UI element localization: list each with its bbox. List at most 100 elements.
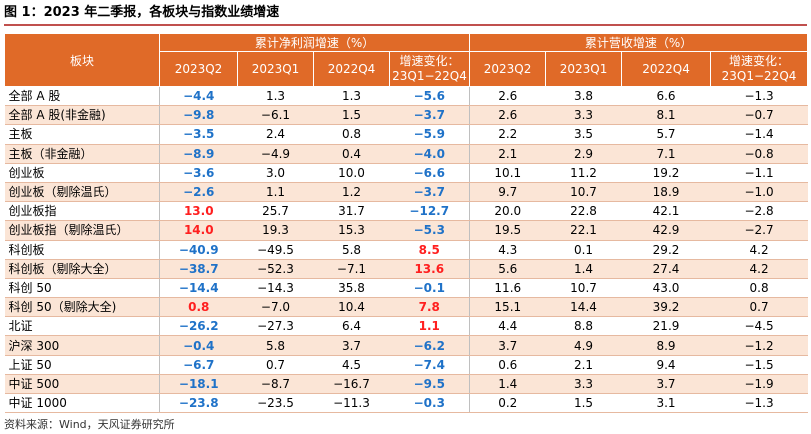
- revenue-cell: 8.8: [545, 316, 622, 337]
- revenue-cell: 29.2: [621, 240, 711, 260]
- header-revenue-2023q1: 2023Q1: [545, 51, 623, 87]
- sector-name: 主板（非金融）: [4, 144, 160, 164]
- table-row: 科创 50 −14.4 −14.3 35.8 −0.1 11.6 10.7 43.0 0.8: [4, 278, 808, 299]
- revenue-cell: −2.8: [710, 201, 808, 222]
- profit-cell: −12.7: [389, 201, 471, 222]
- profit-cell: −18.1: [159, 374, 238, 395]
- profit-cell: −4.4: [159, 86, 238, 107]
- table-row: 中证 500 −18.1 −8.7 −16.7 −9.5 1.4 3.3 3.7 −1.9: [4, 374, 808, 395]
- sector-name: 创业板（剔除温氏）: [4, 182, 160, 203]
- profit-cell: −52.3: [237, 259, 314, 279]
- profit-cell: 35.8: [313, 278, 390, 299]
- revenue-cell: 1.4: [545, 259, 622, 279]
- profit-cell: −5.3: [389, 220, 471, 241]
- profit-cell: 3.7: [313, 335, 390, 356]
- revenue-cell: −0.7: [710, 105, 808, 126]
- revenue-cell: 1.5: [545, 393, 622, 414]
- profit-cell: 5.8: [237, 335, 314, 356]
- profit-cell: −14.4: [159, 278, 238, 299]
- profit-cell: −8.7: [237, 374, 314, 395]
- header-change-label: 增速变化：: [729, 54, 790, 68]
- header-revenue-2022q4: 2022Q4: [621, 51, 712, 87]
- profit-cell: −23.8: [159, 393, 238, 414]
- revenue-cell: 9.7: [469, 182, 546, 203]
- profit-cell: −6.2: [389, 335, 471, 356]
- revenue-cell: 15.1: [469, 297, 546, 318]
- revenue-cell: 22.8: [545, 201, 622, 222]
- header-sector: 板块: [4, 33, 160, 87]
- revenue-cell: 2.9: [545, 144, 622, 164]
- table-row: 全部 A 股(非金融) −9.8 −6.1 1.5 −3.7 2.6 3.3 8.1 −0.7: [4, 105, 808, 126]
- profit-cell: −6.7: [159, 355, 238, 375]
- revenue-cell: 3.3: [545, 374, 622, 395]
- profit-cell: −8.9: [159, 144, 238, 164]
- profit-cell: −49.5: [237, 240, 314, 260]
- sector-name: 主板: [4, 124, 160, 145]
- profit-cell: 15.3: [313, 220, 390, 241]
- header-revenue-change: 增速变化： 23Q1−22Q4: [710, 51, 809, 87]
- revenue-cell: 1.4: [469, 374, 546, 395]
- revenue-cell: 9.4: [621, 355, 711, 375]
- revenue-cell: 20.0: [469, 201, 546, 222]
- header-profit-2023q1: 2023Q1: [237, 51, 314, 87]
- sector-name: 北证: [4, 316, 160, 337]
- sector-name: 中证 1000: [4, 393, 160, 414]
- profit-cell: −38.7: [159, 259, 238, 279]
- revenue-cell: 8.9: [621, 335, 711, 356]
- table-row: 创业板（剔除温氏） −2.6 1.1 1.2 −3.7 9.7 10.7 18.9 −1.0: [4, 182, 808, 203]
- profit-cell: 1.5: [313, 105, 390, 126]
- sector-name: 沪深 300: [4, 335, 160, 356]
- revenue-cell: 2.1: [545, 355, 622, 375]
- revenue-cell: 19.5: [469, 220, 546, 241]
- table-row: 沪深 300 −0.4 5.8 3.7 −6.2 3.7 4.9 8.9 −1.2: [4, 335, 808, 356]
- revenue-cell: −1.0: [710, 182, 808, 203]
- profit-cell: −5.6: [389, 86, 471, 107]
- header-revenue-group: 累计营收增速（%）: [469, 33, 809, 52]
- table-row: 科创 50（剔除大全) 0.8 −7.0 10.4 7.8 15.1 14.4 39.2 0.7: [4, 297, 808, 318]
- revenue-cell: 0.2: [469, 393, 546, 414]
- profit-cell: −3.5: [159, 124, 238, 145]
- revenue-cell: 4.2: [710, 259, 808, 279]
- profit-cell: 7.8: [389, 297, 471, 318]
- table-row: 中证 1000 −23.8 −23.5 −11.3 −0.3 0.2 1.5 3.1 −1.3: [4, 393, 808, 414]
- table-row: 主板（非金融） −8.9 −4.9 0.4 −4.0 2.1 2.9 7.1 −0.8: [4, 144, 808, 164]
- profit-cell: −3.7: [389, 182, 471, 203]
- figure-title: 图 1：2023 年二季报，各板块与指数业绩增速: [4, 5, 280, 20]
- revenue-cell: 22.1: [545, 220, 622, 241]
- header-profit-2023q2: 2023Q2: [159, 51, 238, 87]
- revenue-cell: 19.2: [621, 163, 711, 183]
- profit-cell: 8.5: [389, 240, 471, 260]
- revenue-cell: 4.4: [469, 316, 546, 337]
- profit-cell: 10.4: [313, 297, 390, 318]
- sector-name: 创业板指（剔除温氏）: [4, 220, 160, 241]
- profit-cell: −4.9: [237, 144, 314, 164]
- profit-cell: −0.1: [389, 278, 471, 299]
- revenue-cell: 11.6: [469, 278, 546, 299]
- table-row: 创业板指 13.0 25.7 31.7 −12.7 20.0 22.8 42.1 −2.8: [4, 201, 808, 222]
- revenue-cell: 42.9: [621, 220, 711, 241]
- revenue-cell: 39.2: [621, 297, 711, 318]
- revenue-cell: 3.3: [545, 105, 622, 126]
- profit-cell: 14.0: [159, 220, 238, 241]
- profit-cell: 1.3: [313, 86, 390, 107]
- sector-name: 上证 50: [4, 355, 160, 375]
- revenue-cell: −1.1: [710, 163, 808, 183]
- revenue-cell: 42.1: [621, 201, 711, 222]
- revenue-cell: −1.4: [710, 124, 808, 145]
- header-revenue-2023q2: 2023Q2: [469, 51, 547, 87]
- profit-cell: −16.7: [313, 374, 390, 395]
- sector-name: 全部 A 股: [4, 86, 160, 107]
- revenue-cell: 2.2: [469, 124, 546, 145]
- revenue-cell: 6.6: [621, 86, 711, 107]
- revenue-cell: 0.8: [710, 278, 808, 299]
- table-row: 全部 A 股 −4.4 1.3 1.3 −5.6 2.6 3.8 6.6 −1.3: [4, 86, 808, 107]
- revenue-cell: 10.7: [545, 278, 622, 299]
- profit-cell: −0.4: [159, 335, 238, 356]
- profit-cell: 13.6: [389, 259, 471, 279]
- revenue-cell: 10.1: [469, 163, 546, 183]
- profit-cell: 0.8: [313, 124, 390, 145]
- revenue-cell: 14.4: [545, 297, 622, 318]
- profit-cell: −7.1: [313, 259, 390, 279]
- revenue-cell: 5.6: [469, 259, 546, 279]
- revenue-cell: 4.9: [545, 335, 622, 356]
